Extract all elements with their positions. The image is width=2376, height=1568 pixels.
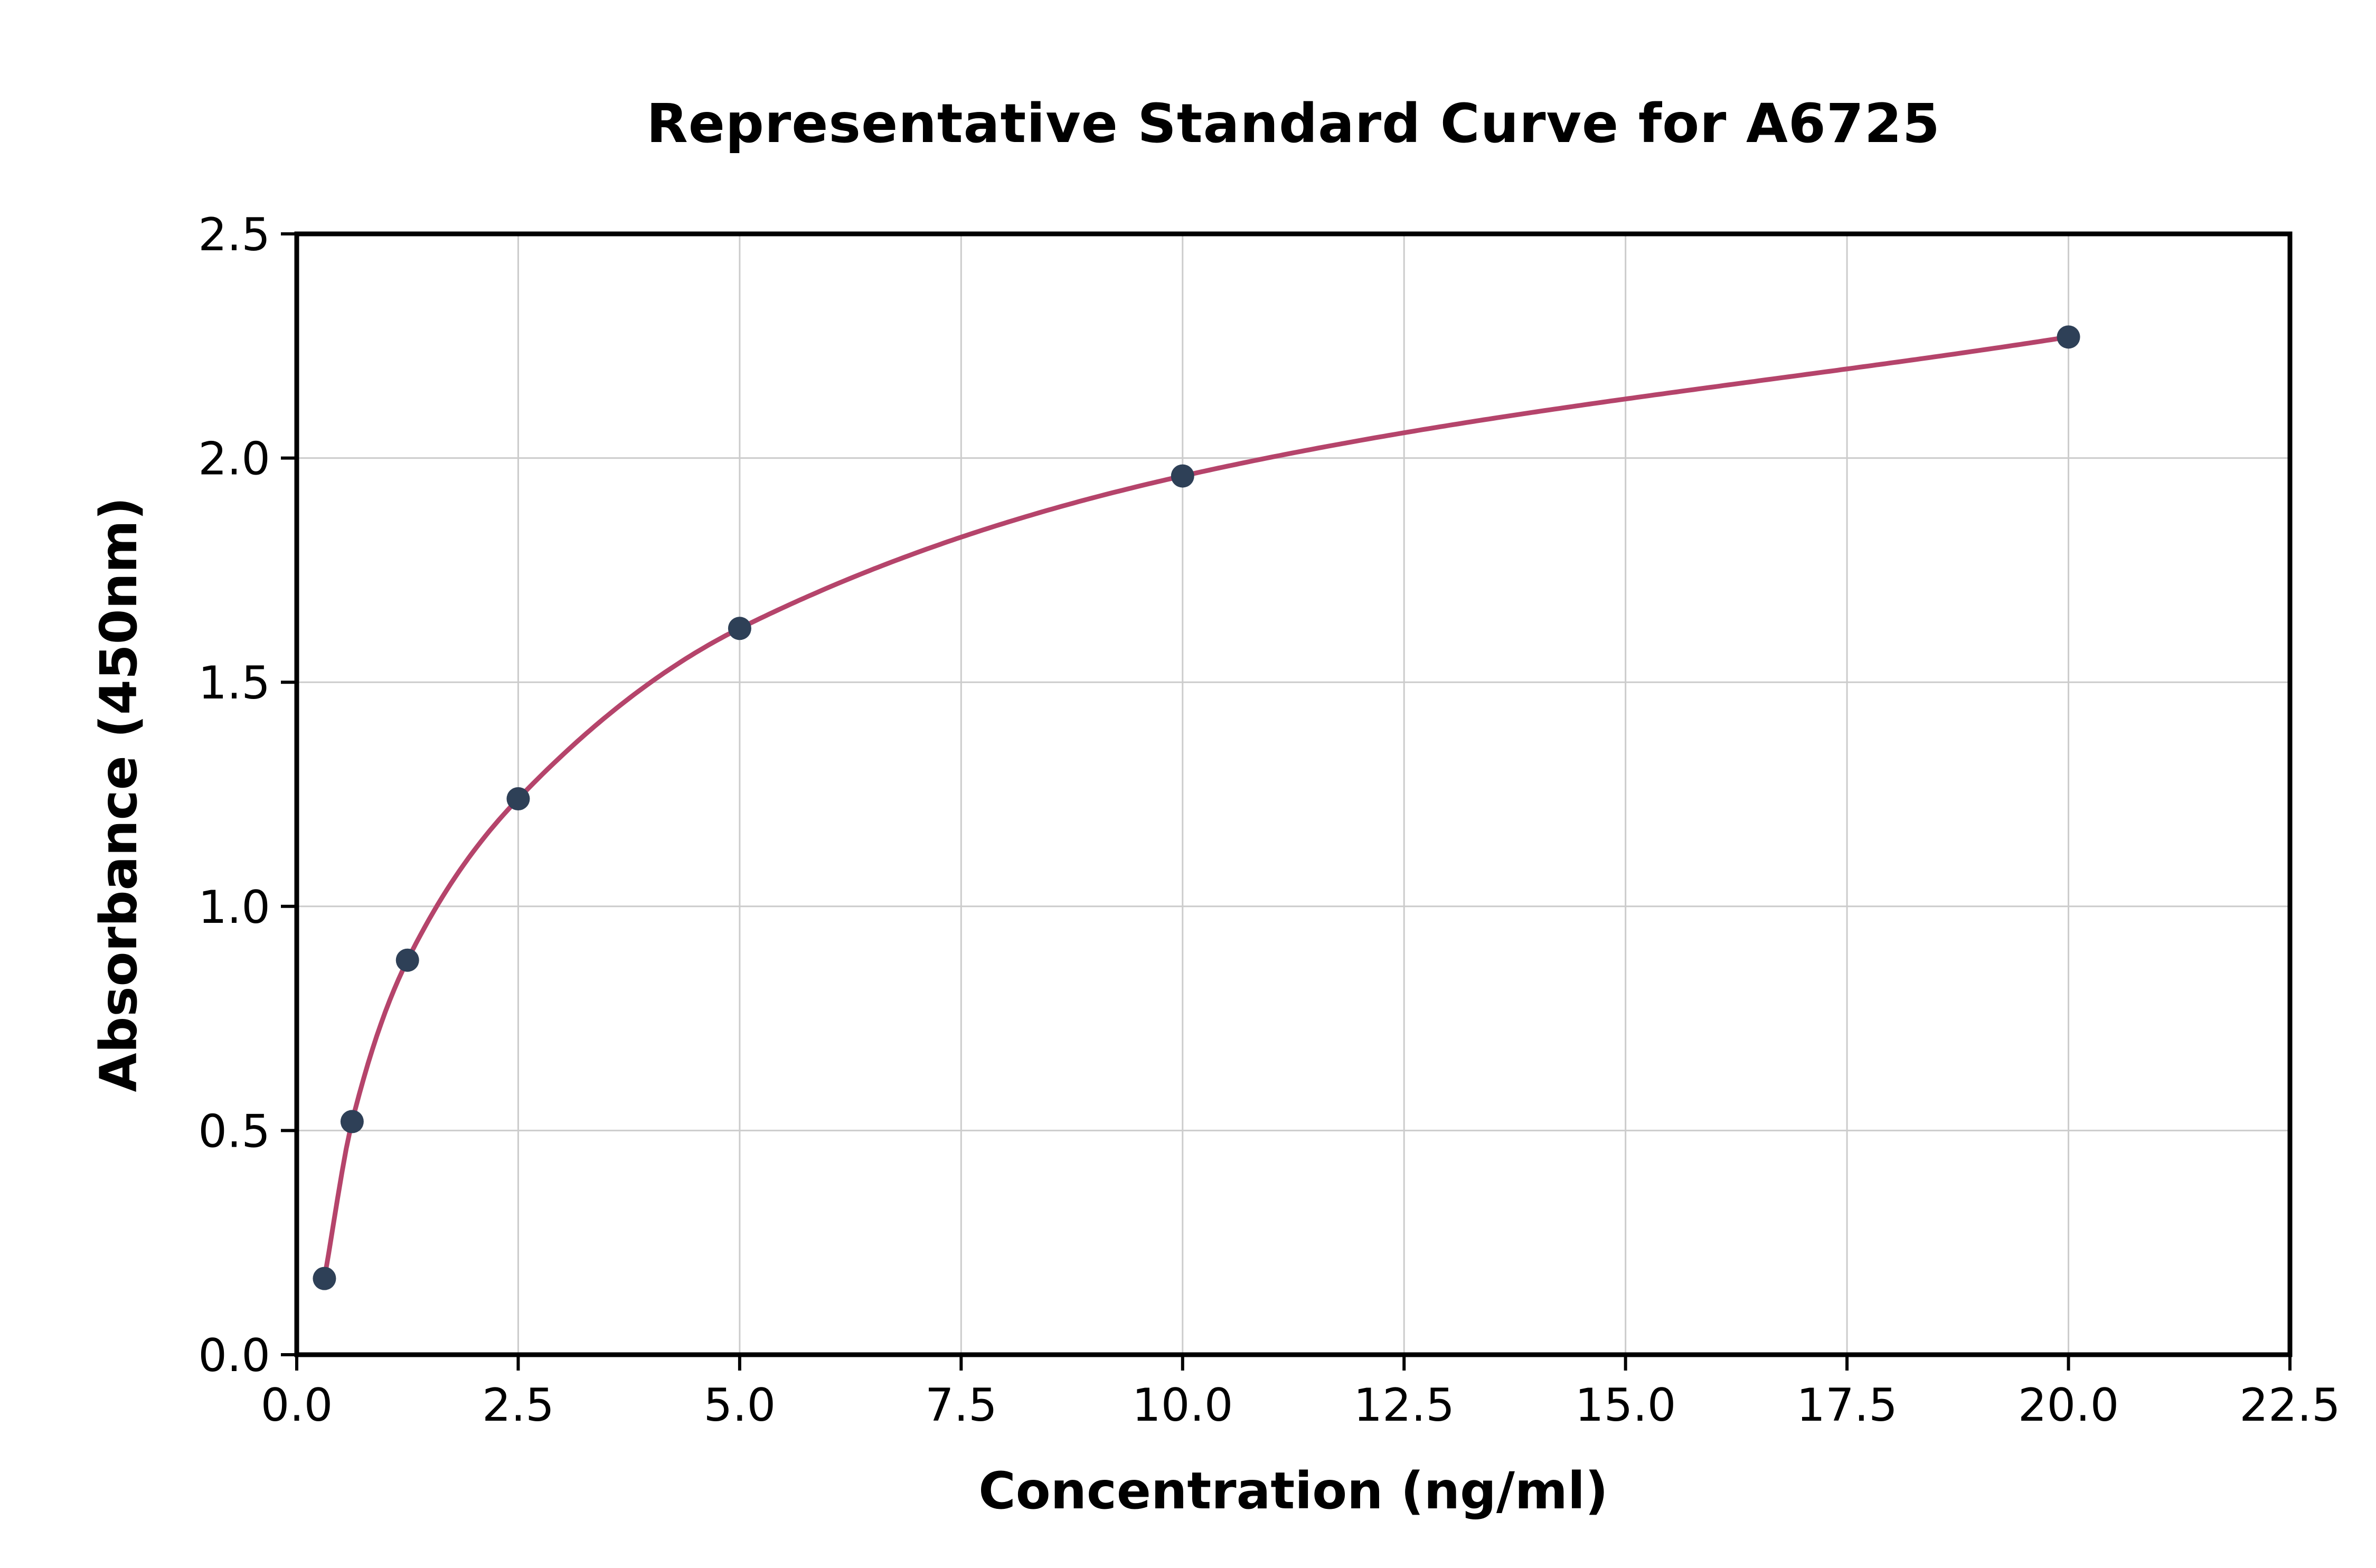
data-point [506, 787, 530, 810]
x-tick-label: 22.5 [2239, 1379, 2340, 1432]
x-tick-label: 12.5 [1353, 1379, 1454, 1432]
data-point [1171, 464, 1194, 488]
y-tick-label: 1.0 [198, 881, 270, 934]
y-tick-label: 1.5 [198, 657, 270, 710]
x-tick-label: 17.5 [1796, 1379, 1897, 1432]
y-tick-label: 2.5 [198, 209, 270, 261]
y-tick-label: 0.5 [198, 1105, 270, 1158]
x-tick-label: 10.0 [1132, 1379, 1233, 1432]
x-tick-label: 7.5 [925, 1379, 997, 1432]
x-tick-label: 5.0 [703, 1379, 776, 1432]
data-point [340, 1110, 364, 1134]
plot-border [294, 231, 2293, 1357]
chart-title: Representative Standard Curve for A6725 [646, 92, 1940, 155]
x-tick-label: 15.0 [1575, 1379, 1676, 1432]
x-axis-label: Concentration (ng/ml) [978, 1461, 1608, 1520]
data-point [395, 948, 419, 972]
y-tick-label: 0.0 [198, 1329, 270, 1382]
x-tick-label: 20.0 [2018, 1379, 2119, 1432]
x-tick-label: 0.0 [261, 1379, 333, 1432]
fitted-curve [322, 334, 2071, 1281]
data-point [728, 617, 751, 640]
data-point [313, 1267, 336, 1290]
y-tick-label: 2.0 [198, 433, 270, 486]
data-point [2057, 325, 2080, 349]
x-tick-label: 2.5 [482, 1379, 554, 1432]
